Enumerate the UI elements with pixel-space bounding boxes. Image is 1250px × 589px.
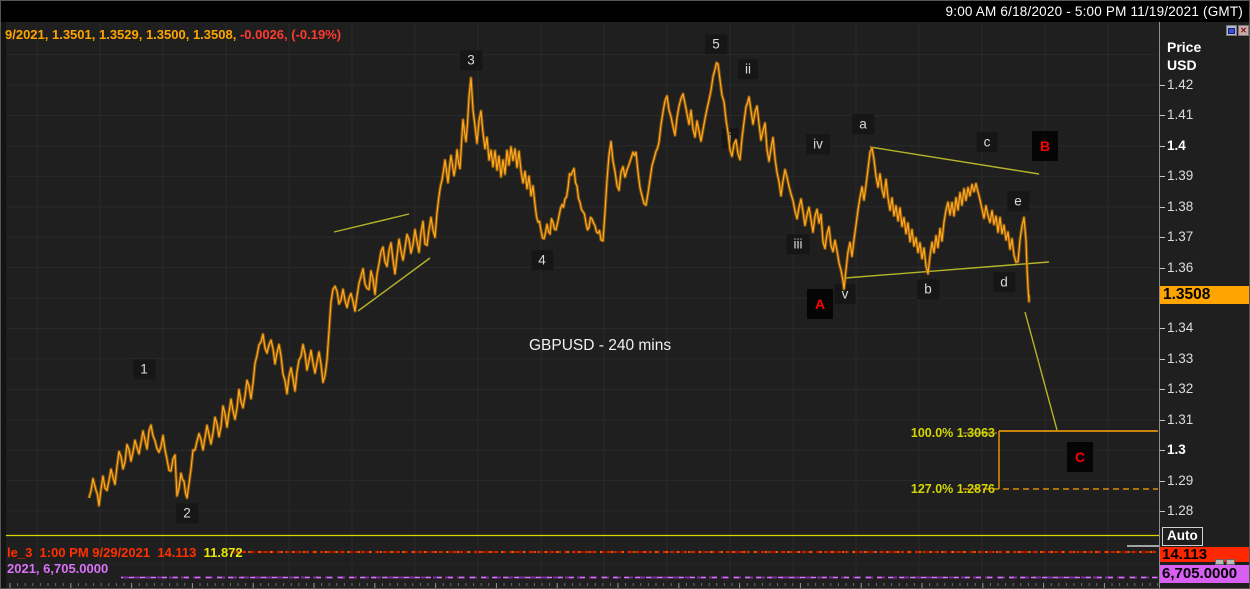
wave-label-i: i [721, 128, 739, 148]
wave-label-C: C [1066, 442, 1094, 472]
close-icon[interactable]: ✕ [1238, 25, 1249, 36]
wave-label-v: v [834, 284, 856, 304]
axis-tick-label-1.3: 1.3 [1167, 442, 1186, 457]
ticker-ohlc-values: 9/2021, 1.3501, 1.3529, 1.3500, 1.3508, [5, 27, 237, 42]
axis-tick-label-1.36: 1.36 [1167, 260, 1194, 275]
axis-tick-label-1.34: 1.34 [1167, 320, 1194, 335]
axis-tick-mark [1160, 268, 1165, 269]
axis-tick-mark [1160, 359, 1165, 360]
mini-close-icon[interactable] [1226, 559, 1235, 565]
wave-label-d: d [993, 272, 1015, 292]
axis-tick-label-1.31: 1.31 [1167, 412, 1194, 427]
ticker-change-values: -0.0026, (-0.19%) [236, 27, 342, 42]
axis-tick-label-1.38: 1.38 [1167, 199, 1194, 214]
axis-tick-mark [1160, 85, 1165, 86]
wave-label-B: B [1031, 131, 1059, 161]
indicator1-secondary-value: 11.872 [196, 545, 243, 560]
axis-tick-mark [1160, 450, 1165, 451]
wave-label-4: 4 [531, 250, 553, 270]
axis-tick-mark [1160, 481, 1165, 482]
wave-label-iv: iv [806, 134, 830, 154]
indicator-ticker-line1: le_3 1:00 PM 9/29/2021 14.113 11.872 [7, 545, 243, 560]
fib-label-127pct: 127.0% 1.2876 [910, 482, 995, 496]
axis-title-usd: USD [1167, 57, 1197, 73]
indicator-value-badge-magenta: 6,705.0000 [1160, 565, 1249, 583]
wave-label-e: e [1007, 191, 1029, 211]
auto-scale-button[interactable]: Auto [1162, 527, 1203, 546]
indicator-value-badge-red: 14.113 [1160, 547, 1249, 562]
wave-label-a: a [852, 114, 874, 134]
chart-symbol-label: GBPUSD - 240 mins [529, 337, 672, 354]
wave-label-1: 1 [133, 359, 155, 379]
axis-tick-label-1.42: 1.42 [1167, 77, 1194, 92]
ohlc-ticker: 9/2021, 1.3501, 1.3529, 1.3500, 1.3508, … [5, 27, 341, 42]
axis-tick-label-1.28: 1.28 [1167, 503, 1194, 518]
axis-tick-mark [1160, 115, 1165, 116]
current-price-badge: 1.3508 [1160, 286, 1249, 304]
axis-tick-label-1.41: 1.41 [1167, 107, 1194, 122]
axis-tick-mark [1160, 146, 1165, 147]
fib-label-100pct: 100.0% 1.3063 [910, 426, 995, 440]
axis-tick-mark [1160, 207, 1165, 208]
axis-tick-label-1.4: 1.4 [1167, 138, 1186, 153]
axis-tick-mark [1160, 511, 1165, 512]
wave-label-5: 5 [705, 34, 727, 54]
date-range-text: 9:00 AM 6/18/2020 - 5:00 PM 11/19/2021 (… [945, 4, 1243, 19]
pane-window-controls: ✕ [1226, 25, 1249, 36]
indicator1-values: le_3 1:00 PM 9/29/2021 14.113 [7, 545, 197, 560]
wave-label-c: c [976, 132, 998, 152]
wave-label-3: 3 [460, 50, 482, 70]
axis-tick-label-1.29: 1.29 [1167, 473, 1194, 488]
axis-tick-mark [1160, 328, 1165, 329]
axis-tick-label-1.37: 1.37 [1167, 229, 1194, 244]
axis-title-price: Price [1167, 39, 1202, 55]
axis-tick-mark [1160, 176, 1165, 177]
title-bar: 9:00 AM 6/18/2020 - 5:00 PM 11/19/2021 (… [1, 1, 1249, 22]
indicator-ticker-line2: 2021, 6,705.0000 [7, 561, 109, 576]
axis-tick-mark [1160, 420, 1165, 421]
mini-restore-icon[interactable] [1215, 559, 1224, 565]
axis-tick-label-1.39: 1.39 [1167, 168, 1194, 183]
wave-label-2: 2 [176, 503, 198, 523]
wave-label-iii: iii [786, 234, 810, 254]
axis-tick-label-1.32: 1.32 [1167, 381, 1194, 396]
restore-icon[interactable] [1226, 25, 1237, 36]
axis-tick-mark [1160, 389, 1165, 390]
wave-label-b: b [917, 279, 939, 299]
indicator-panel[interactable] [6, 535, 1159, 588]
axis-tick-label-1.33: 1.33 [1167, 351, 1194, 366]
price-axis-pane[interactable]: ✕ Price USD 1.42 1.41 1.4 1.39 1.38 1.37 1.36 1… [1159, 22, 1249, 588]
wave-label-ii: ii [738, 59, 758, 79]
mini-window-controls[interactable] [1215, 559, 1235, 565]
chart-plot-area[interactable] [6, 22, 1159, 535]
axis-tick-mark [1160, 237, 1165, 238]
wave-label-A: A [806, 289, 834, 319]
